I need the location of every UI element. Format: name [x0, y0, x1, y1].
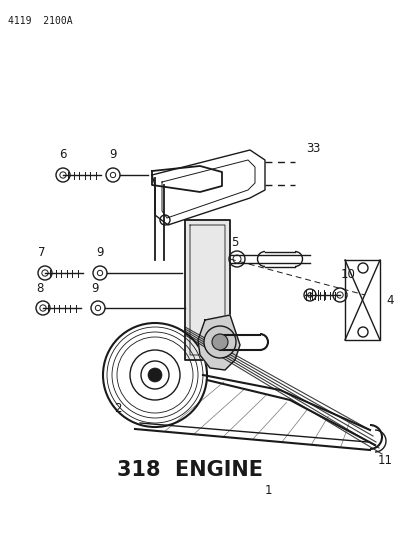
Text: 3: 3 — [306, 141, 314, 155]
Text: 8: 8 — [36, 281, 44, 295]
Text: 2: 2 — [114, 401, 122, 415]
Text: 9: 9 — [96, 246, 104, 260]
Text: 10: 10 — [341, 269, 355, 281]
Text: 4: 4 — [386, 294, 394, 306]
Text: 9: 9 — [109, 149, 117, 161]
Text: 3: 3 — [312, 141, 319, 155]
Text: 6: 6 — [59, 149, 67, 161]
Circle shape — [148, 368, 162, 382]
Text: 7: 7 — [38, 246, 46, 260]
Text: 9: 9 — [91, 281, 99, 295]
Polygon shape — [198, 315, 240, 370]
Text: 11: 11 — [377, 454, 392, 466]
Text: 4119  2100A: 4119 2100A — [8, 16, 73, 26]
Polygon shape — [185, 220, 230, 360]
Text: 1: 1 — [264, 483, 272, 497]
Text: 5: 5 — [231, 236, 239, 248]
Text: 318  ENGINE: 318 ENGINE — [117, 460, 263, 480]
Circle shape — [204, 326, 236, 358]
Circle shape — [212, 334, 228, 350]
